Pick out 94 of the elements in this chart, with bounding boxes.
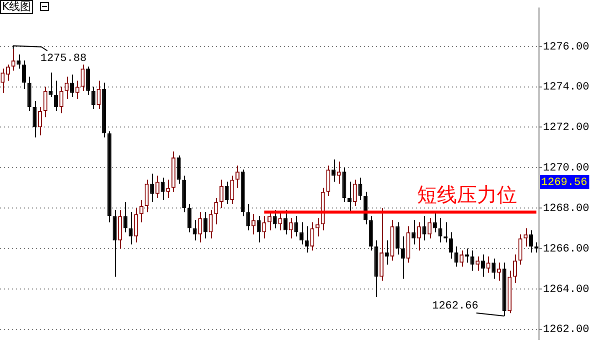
candlestick xyxy=(304,226,309,254)
candlestick xyxy=(492,258,496,280)
candlestick xyxy=(528,230,533,254)
candlestick xyxy=(278,212,282,231)
y-tick-label: 1264.00 xyxy=(543,284,590,296)
candlestick xyxy=(262,216,266,239)
chart-title: K线图 xyxy=(0,0,34,14)
candlestick xyxy=(11,48,16,72)
candlestick xyxy=(310,222,314,251)
y-tick-label: 1262.00 xyxy=(543,324,590,336)
candlestick xyxy=(32,100,37,138)
candlestick xyxy=(460,250,464,268)
candlestick xyxy=(294,216,298,237)
candlestick xyxy=(316,218,320,237)
candlestick xyxy=(22,60,26,90)
candlestick xyxy=(43,86,48,118)
candlestick xyxy=(134,208,138,243)
candlestick xyxy=(203,212,208,239)
candlestick xyxy=(352,179,357,207)
candlestick xyxy=(524,228,528,247)
candlestick xyxy=(139,199,144,223)
y-tick-label: 1268.00 xyxy=(543,202,590,215)
candlestick xyxy=(288,218,293,239)
candlestick xyxy=(486,256,490,274)
y-tick-label: 1266.00 xyxy=(543,243,590,256)
candlestick xyxy=(48,72,53,98)
candlestick xyxy=(518,234,522,266)
candlestick xyxy=(428,218,432,239)
candlestick xyxy=(64,76,69,100)
candlestick xyxy=(300,222,304,245)
candlestick xyxy=(470,250,474,272)
y-tick-label: 1270.00 xyxy=(543,162,590,175)
candlestick xyxy=(326,165,330,196)
annotation: 1275.88 xyxy=(40,53,87,66)
candlestick xyxy=(160,177,165,200)
candlestick xyxy=(400,236,405,280)
candlestick xyxy=(96,80,101,110)
candlestick xyxy=(198,212,202,243)
candlestick xyxy=(80,64,85,92)
candlestick xyxy=(246,204,250,231)
annotation: 1262.66 xyxy=(432,300,478,312)
candlestick xyxy=(16,54,21,70)
candlestick xyxy=(416,222,421,251)
candlestick xyxy=(75,80,80,100)
candlestick xyxy=(348,181,352,213)
y-tick-label: 1272.00 xyxy=(543,122,590,134)
candlestick xyxy=(224,181,229,205)
candlestick xyxy=(176,155,181,184)
candlestick xyxy=(256,216,261,243)
candlestick xyxy=(384,240,389,266)
candlestick xyxy=(432,212,437,233)
candlestick xyxy=(118,210,122,249)
candlestick xyxy=(476,256,480,272)
candlestick xyxy=(396,222,400,256)
candlestick xyxy=(235,165,240,188)
candlestick xyxy=(54,80,58,112)
candlestick xyxy=(128,212,133,245)
y-tick-label: 1276.00 xyxy=(543,41,590,54)
candlestick xyxy=(512,254,517,284)
candlestick xyxy=(144,179,149,213)
candlestick xyxy=(59,86,64,114)
candlestick xyxy=(496,262,501,282)
candlestick xyxy=(208,210,213,239)
candlestick xyxy=(332,159,336,182)
candlestick xyxy=(70,74,74,98)
candlestick xyxy=(448,232,453,260)
candlestick xyxy=(272,210,277,229)
candlestick xyxy=(268,212,272,231)
candlestick xyxy=(251,214,256,235)
candlestick xyxy=(150,173,154,202)
candlestick xyxy=(91,86,96,110)
candlestick xyxy=(214,197,218,225)
candlestick xyxy=(155,175,160,198)
candlestick xyxy=(166,179,170,198)
candlestick xyxy=(86,66,90,96)
candlestick xyxy=(422,216,426,241)
candlestick xyxy=(219,179,224,209)
candlestick xyxy=(27,76,32,112)
candlestick xyxy=(336,161,341,184)
text: 1269.56 xyxy=(541,176,588,189)
y-tick-label: 1274.00 xyxy=(543,82,590,94)
candlestick xyxy=(454,246,458,268)
candlestick xyxy=(192,220,197,241)
candlestick xyxy=(438,218,442,243)
candlestick xyxy=(358,177,362,200)
annotation: 短线压力位 xyxy=(417,182,517,206)
candlestick xyxy=(412,220,416,245)
candlestick xyxy=(123,201,128,233)
candlestick xyxy=(187,204,192,233)
candlestick xyxy=(284,210,288,235)
candlestick xyxy=(480,254,485,278)
candlestick xyxy=(38,106,42,136)
candlestick xyxy=(6,64,10,82)
candlestick xyxy=(230,175,234,205)
